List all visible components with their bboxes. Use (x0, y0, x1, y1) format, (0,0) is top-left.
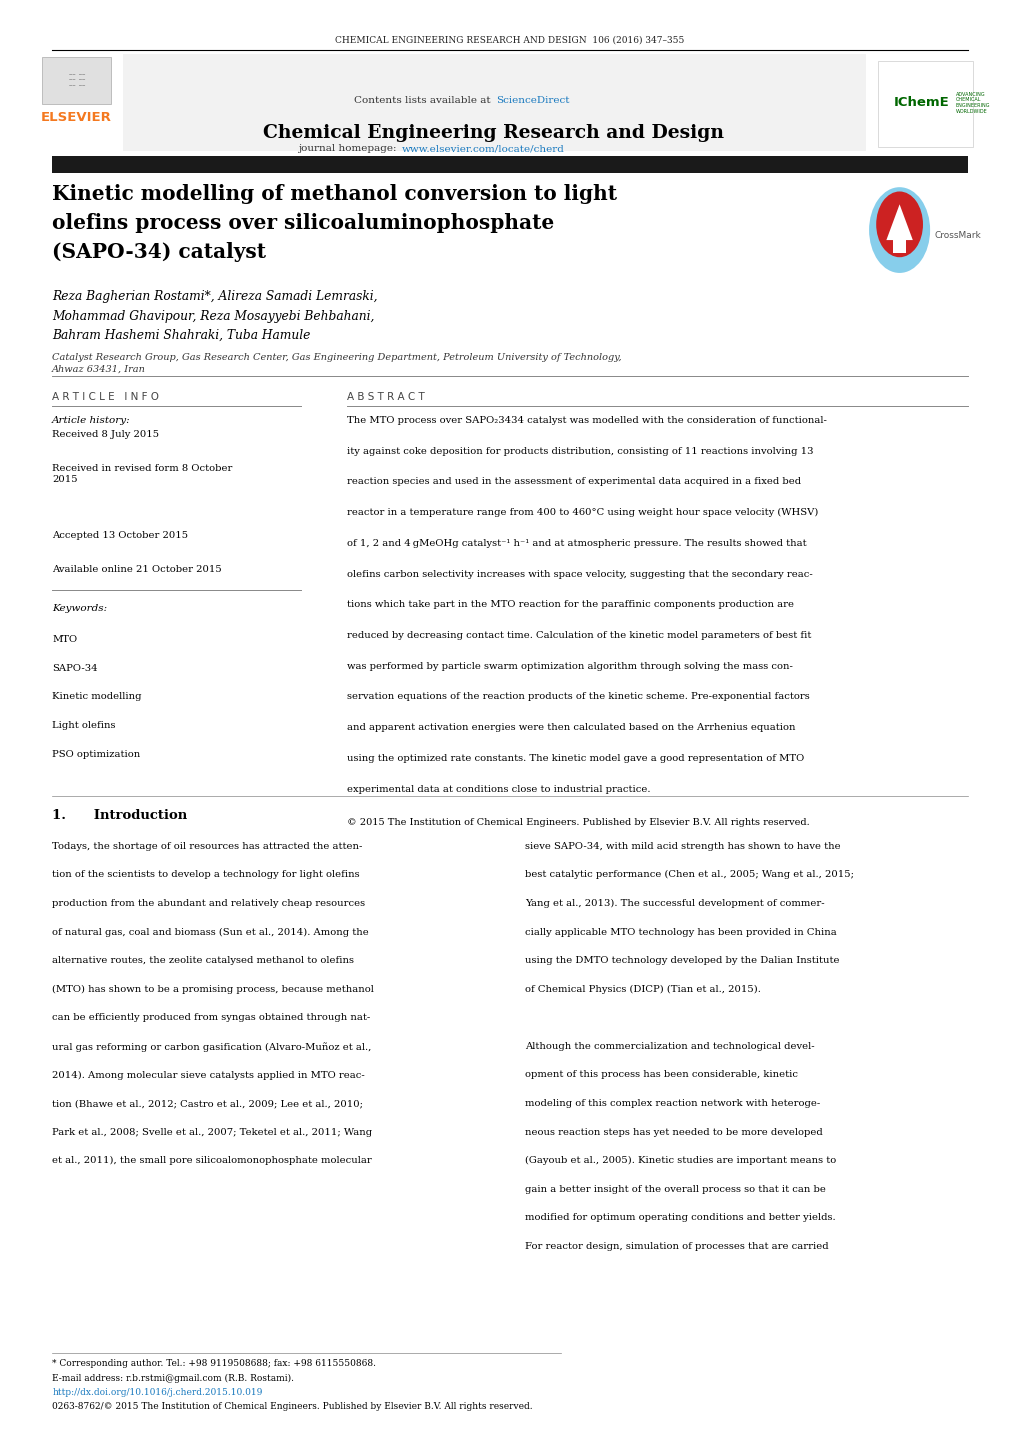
Text: gain a better insight of the overall process so that it can be: gain a better insight of the overall pro… (525, 1184, 825, 1194)
Text: Reza Bagherian Rostami*, Alireza Samadi Lemraski,
Mohammad Ghavipour, Reza Mosay: Reza Bagherian Rostami*, Alireza Samadi … (52, 291, 377, 342)
Text: Although the commercialization and technological devel-: Although the commercialization and techn… (525, 1042, 814, 1051)
Text: Ahwaz 63431, Iran: Ahwaz 63431, Iran (52, 364, 146, 374)
Text: of 1, 2 and 4 gMeOHg catalyst⁻¹ h⁻¹ and at atmospheric pressure. The results sho: of 1, 2 and 4 gMeOHg catalyst⁻¹ h⁻¹ and … (346, 538, 806, 548)
Text: Accepted 13 October 2015: Accepted 13 October 2015 (52, 531, 189, 540)
Text: olefins carbon selectivity increases with space velocity, suggesting that the se: olefins carbon selectivity increases wit… (346, 570, 812, 579)
Text: For reactor design, simulation of processes that are carried: For reactor design, simulation of proces… (525, 1242, 828, 1252)
Text: tion of the scientists to develop a technology for light olefins: tion of the scientists to develop a tech… (52, 871, 360, 879)
Text: of natural gas, coal and biomass (Sun et al., 2014). Among the: of natural gas, coal and biomass (Sun et… (52, 928, 369, 937)
Text: A B S T R A C T: A B S T R A C T (346, 391, 425, 401)
FancyBboxPatch shape (123, 54, 865, 152)
Text: The MTO process over SAPO₂3434 catalyst was modelled with the consideration of f: The MTO process over SAPO₂3434 catalyst … (346, 415, 826, 425)
Text: E-mail address: r.b.rstmi@gmail.com (R.B. Rostami).: E-mail address: r.b.rstmi@gmail.com (R.B… (52, 1373, 293, 1382)
Text: Received in revised form 8 October
2015: Received in revised form 8 October 2015 (52, 464, 232, 484)
Text: using the optimized rate constants. The kinetic model gave a good representation: using the optimized rate constants. The … (346, 753, 804, 763)
Bar (52, 156, 967, 173)
Text: journal homepage:: journal homepage: (299, 145, 399, 153)
Text: sieve SAPO-34, with mild acid strength has shown to have the: sieve SAPO-34, with mild acid strength h… (525, 842, 840, 851)
Text: modified for optimum operating conditions and better yields.: modified for optimum operating condition… (525, 1213, 835, 1223)
Text: Received 8 July 2015: Received 8 July 2015 (52, 430, 159, 440)
Text: Todays, the shortage of oil resources has attracted the atten-: Todays, the shortage of oil resources ha… (52, 842, 363, 851)
Text: 2014). Among molecular sieve catalysts applied in MTO reac-: 2014). Among molecular sieve catalysts a… (52, 1071, 365, 1080)
Text: (MTO) has shown to be a promising process, because methanol: (MTO) has shown to be a promising proces… (52, 985, 374, 994)
Text: 1.      Introduction: 1. Introduction (52, 809, 187, 822)
Text: can be efficiently produced from syngas obtained through nat-: can be efficiently produced from syngas … (52, 1014, 370, 1022)
Text: production from the abundant and relatively cheap resources: production from the abundant and relativ… (52, 899, 365, 908)
Bar (42, 57, 111, 105)
Text: was performed by particle swarm optimization algorithm through solving the mass : was performed by particle swarm optimiza… (346, 662, 793, 670)
FancyBboxPatch shape (877, 62, 972, 147)
Text: cially applicable MTO technology has been provided in China: cially applicable MTO technology has bee… (525, 928, 837, 937)
Text: using the DMTO technology developed by the Dalian Institute: using the DMTO technology developed by t… (525, 957, 839, 965)
Text: Available online 21 October 2015: Available online 21 October 2015 (52, 564, 222, 573)
Text: (Gayoub et al., 2005). Kinetic studies are important means to: (Gayoub et al., 2005). Kinetic studies a… (525, 1156, 836, 1166)
Text: Yang et al., 2013). The successful development of commer-: Yang et al., 2013). The successful devel… (525, 899, 824, 908)
Text: IChemE: IChemE (893, 96, 949, 109)
Text: Chemical Engineering Research and Design: Chemical Engineering Research and Design (263, 125, 723, 142)
Text: alternative routes, the zeolite catalysed methanol to olefins: alternative routes, the zeolite catalyse… (52, 957, 354, 965)
Text: www.elsevier.com/locate/cherd: www.elsevier.com/locate/cherd (401, 145, 565, 153)
Text: reactor in a temperature range from 400 to 460°C using weight hour space velocit: reactor in a temperature range from 400 … (346, 508, 818, 517)
Text: PSO optimization: PSO optimization (52, 749, 141, 759)
Text: SAPO-34: SAPO-34 (52, 664, 98, 673)
Text: Kinetic modelling of methanol conversion to light
olefins process over silicoalu: Kinetic modelling of methanol conversion… (52, 185, 616, 262)
Text: Catalyst Research Group, Gas Research Center, Gas Engineering Department, Petrol: Catalyst Research Group, Gas Research Ce… (52, 352, 622, 362)
Text: * Corresponding author. Tel.: +98 9119508688; fax: +98 6115550868.: * Corresponding author. Tel.: +98 911950… (52, 1359, 376, 1368)
Text: Contents lists available at: Contents lists available at (354, 96, 493, 105)
Polygon shape (886, 205, 912, 241)
Text: best catalytic performance (Chen et al., 2005; Wang et al., 2015;: best catalytic performance (Chen et al.,… (525, 871, 854, 879)
Text: 0263-8762/© 2015 The Institution of Chemical Engineers. Published by Elsevier B.: 0263-8762/© 2015 The Institution of Chem… (52, 1402, 532, 1411)
Text: servation equations of the reaction products of the kinetic scheme. Pre-exponent: servation equations of the reaction prod… (346, 693, 809, 702)
Bar (893, 239, 905, 253)
Text: Keywords:: Keywords: (52, 604, 107, 613)
Text: A R T I C L E   I N F O: A R T I C L E I N F O (52, 391, 159, 401)
Circle shape (875, 192, 922, 258)
Text: neous reaction steps has yet needed to be more developed: neous reaction steps has yet needed to b… (525, 1127, 822, 1137)
Text: Kinetic modelling: Kinetic modelling (52, 693, 142, 702)
Text: reaction species and used in the assessment of experimental data acquired in a f: reaction species and used in the assessm… (346, 477, 801, 487)
Text: CHEMICAL ENGINEERING RESEARCH AND DESIGN  106 (2016) 347–355: CHEMICAL ENGINEERING RESEARCH AND DESIGN… (335, 36, 684, 44)
Text: ity against coke deposition for products distribution, consisting of 11 reaction: ity against coke deposition for products… (346, 447, 813, 455)
Text: ural gas reforming or carbon gasification (Alvaro-Muñoz et al.,: ural gas reforming or carbon gasificatio… (52, 1042, 371, 1051)
Text: opment of this process has been considerable, kinetic: opment of this process has been consider… (525, 1071, 798, 1080)
Text: CrossMark: CrossMark (933, 232, 980, 241)
Text: reduced by decreasing contact time. Calculation of the kinetic model parameters : reduced by decreasing contact time. Calc… (346, 632, 811, 640)
Text: experimental data at conditions close to industrial practice.: experimental data at conditions close to… (346, 785, 650, 793)
Circle shape (868, 188, 929, 274)
Text: Park et al., 2008; Svelle et al., 2007; Teketel et al., 2011; Wang: Park et al., 2008; Svelle et al., 2007; … (52, 1127, 372, 1137)
Text: of Chemical Physics (DICP) (Tian et al., 2015).: of Chemical Physics (DICP) (Tian et al.,… (525, 985, 760, 994)
Text: http://dx.doi.org/10.1016/j.cherd.2015.10.019: http://dx.doi.org/10.1016/j.cherd.2015.1… (52, 1388, 262, 1396)
Text: MTO: MTO (52, 636, 77, 644)
Text: tion (Bhawe et al., 2012; Castro et al., 2009; Lee et al., 2010;: tion (Bhawe et al., 2012; Castro et al.,… (52, 1098, 363, 1108)
Text: Light olefins: Light olefins (52, 720, 115, 730)
Text: tions which take part in the MTO reaction for the paraffinic components producti: tions which take part in the MTO reactio… (346, 600, 794, 609)
Text: and apparent activation energies were then calculated based on the Arrhenius equ: and apparent activation energies were th… (346, 723, 795, 732)
Text: ADVANCING
CHEMICAL
ENGINEERING
WORLDWIDE: ADVANCING CHEMICAL ENGINEERING WORLDWIDE (955, 92, 989, 115)
Text: ~~ ~~
~~ ~~
~~ ~~: ~~ ~~ ~~ ~~ ~~ ~~ (68, 72, 85, 89)
Text: Article history:: Article history: (52, 415, 130, 425)
Text: ScienceDirect: ScienceDirect (495, 96, 569, 105)
Text: et al., 2011), the small pore silicoalomonophosphate molecular: et al., 2011), the small pore silicoalom… (52, 1156, 372, 1166)
Text: © 2015 The Institution of Chemical Engineers. Published by Elsevier B.V. All rig: © 2015 The Institution of Chemical Engin… (346, 818, 809, 828)
Text: modeling of this complex reaction network with heteroge-: modeling of this complex reaction networ… (525, 1098, 819, 1108)
Text: ELSEVIER: ELSEVIER (41, 110, 112, 123)
